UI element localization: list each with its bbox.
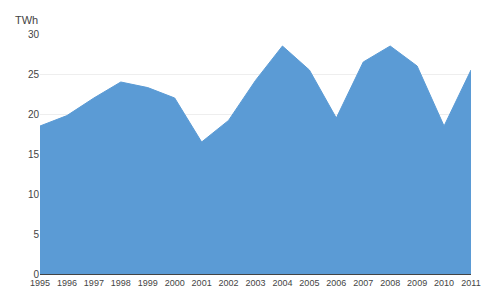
svg-text:1996: 1996 — [57, 278, 77, 288]
svg-text:2005: 2005 — [299, 278, 319, 288]
svg-text:2001: 2001 — [192, 278, 212, 288]
svg-text:TWh: TWh — [15, 14, 38, 26]
svg-text:20: 20 — [28, 109, 40, 120]
svg-text:2007: 2007 — [353, 278, 373, 288]
svg-text:2011: 2011 — [461, 278, 480, 288]
svg-text:1998: 1998 — [111, 278, 131, 288]
svg-text:30: 30 — [28, 29, 40, 40]
svg-text:2009: 2009 — [407, 278, 427, 288]
svg-text:0: 0 — [33, 269, 39, 280]
svg-text:1997: 1997 — [84, 278, 104, 288]
svg-text:2003: 2003 — [245, 278, 265, 288]
svg-text:2006: 2006 — [326, 278, 346, 288]
svg-text:25: 25 — [28, 69, 40, 80]
svg-text:2004: 2004 — [272, 278, 292, 288]
svg-text:2010: 2010 — [434, 278, 454, 288]
svg-text:10: 10 — [28, 189, 40, 200]
svg-text:15: 15 — [28, 149, 40, 160]
svg-text:1995: 1995 — [30, 278, 50, 288]
svg-text:2000: 2000 — [165, 278, 185, 288]
svg-text:2002: 2002 — [219, 278, 239, 288]
svg-text:5: 5 — [33, 229, 39, 240]
svg-text:1999: 1999 — [138, 278, 158, 288]
svg-text:2008: 2008 — [380, 278, 400, 288]
